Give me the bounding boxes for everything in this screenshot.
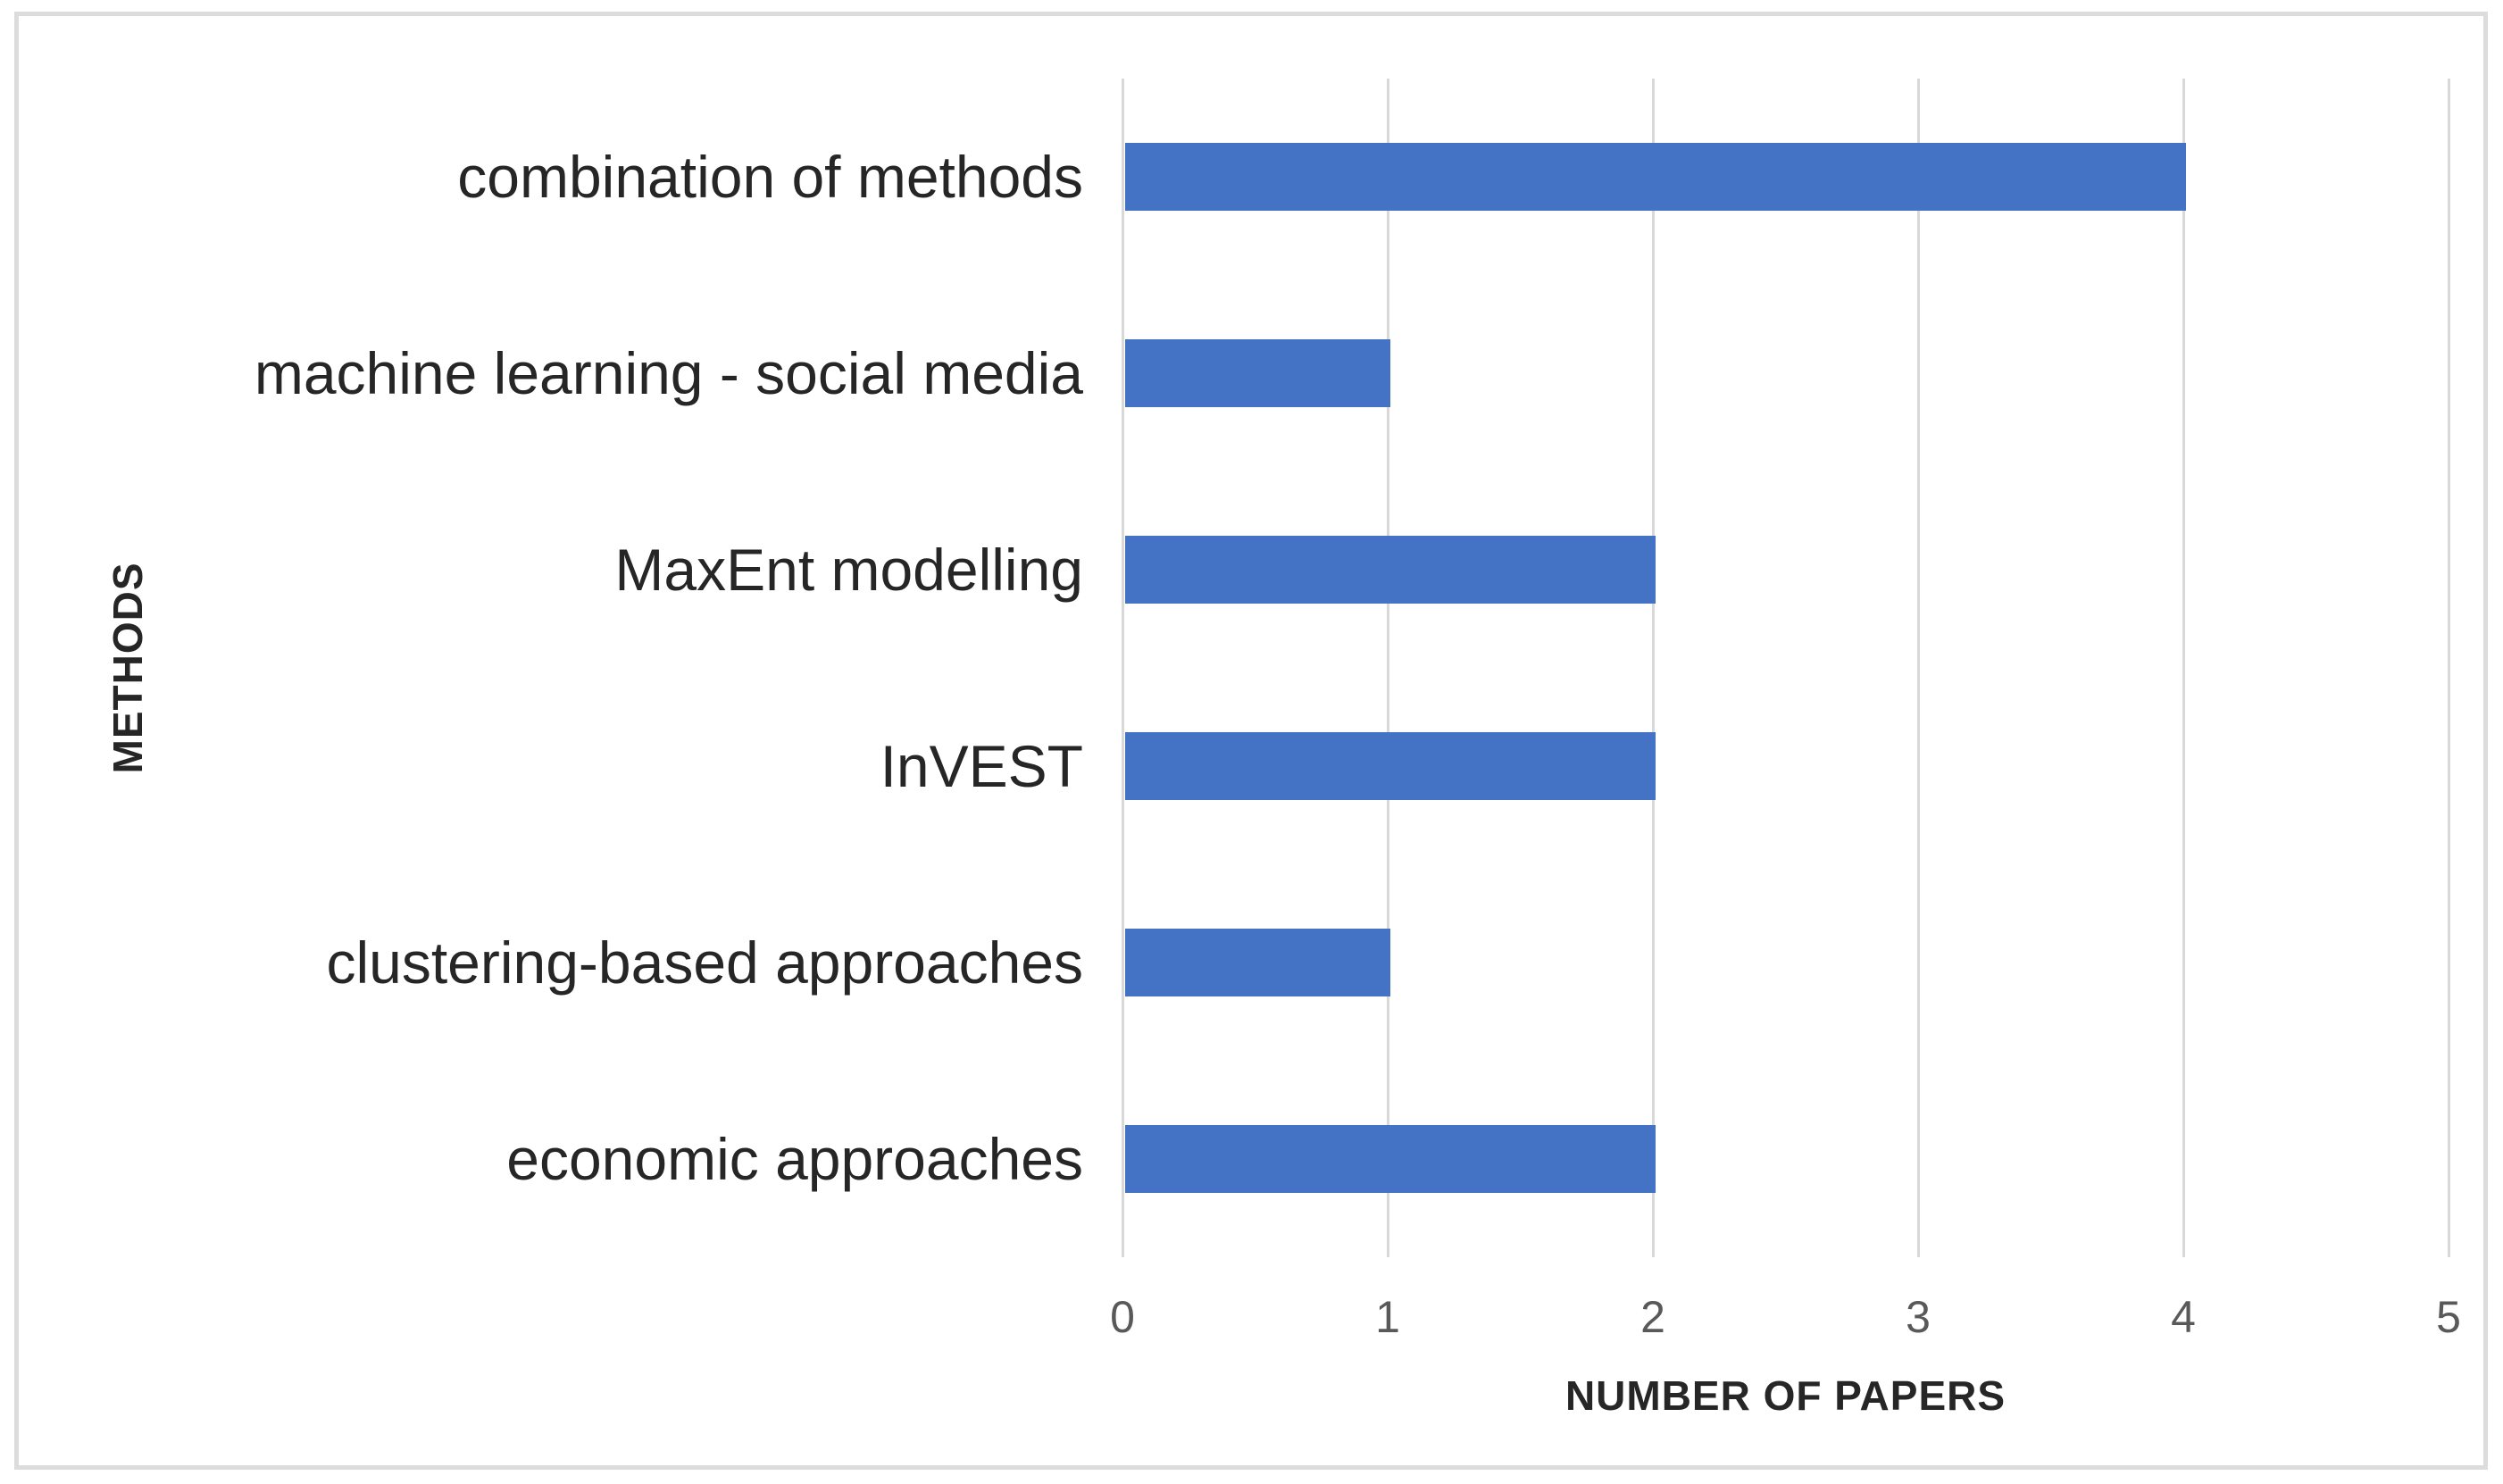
- x-tick-label: 2: [1640, 1292, 1665, 1342]
- gridline: [2182, 79, 2185, 1257]
- gridline: [2447, 79, 2450, 1257]
- category-label: InVEST: [880, 733, 1083, 799]
- bar: [1125, 143, 2186, 211]
- category-label: economic approaches: [506, 1126, 1083, 1192]
- category-label: combination of methods: [457, 144, 1083, 210]
- category-label: MaxEnt modelling: [614, 537, 1083, 603]
- bar: [1125, 732, 1656, 800]
- bar: [1125, 929, 1390, 996]
- x-tick-label: 0: [1110, 1292, 1135, 1342]
- gridline: [1121, 79, 1124, 1257]
- gridline: [1386, 79, 1389, 1257]
- gridline: [1651, 79, 1655, 1257]
- category-label: clustering-based approaches: [326, 930, 1083, 996]
- bar: [1125, 1125, 1656, 1193]
- category-labels: combination of methods machine learning -…: [19, 79, 1122, 1257]
- bar: [1125, 339, 1390, 407]
- chart-figure: METHODS combination of methods machine le…: [14, 12, 2488, 1470]
- category-label: machine learning - social media: [254, 340, 1083, 406]
- gridline: [1916, 79, 1920, 1257]
- plot-area: [1121, 79, 2450, 1257]
- x-tick-label: 4: [2171, 1292, 2196, 1342]
- x-tick-label: 3: [1906, 1292, 1931, 1342]
- x-axis-title: NUMBER OF PAPERS: [1564, 1372, 2007, 1419]
- x-tick-label: 1: [1375, 1292, 1400, 1342]
- bar: [1125, 536, 1656, 604]
- x-tick-label: 5: [2436, 1292, 2461, 1342]
